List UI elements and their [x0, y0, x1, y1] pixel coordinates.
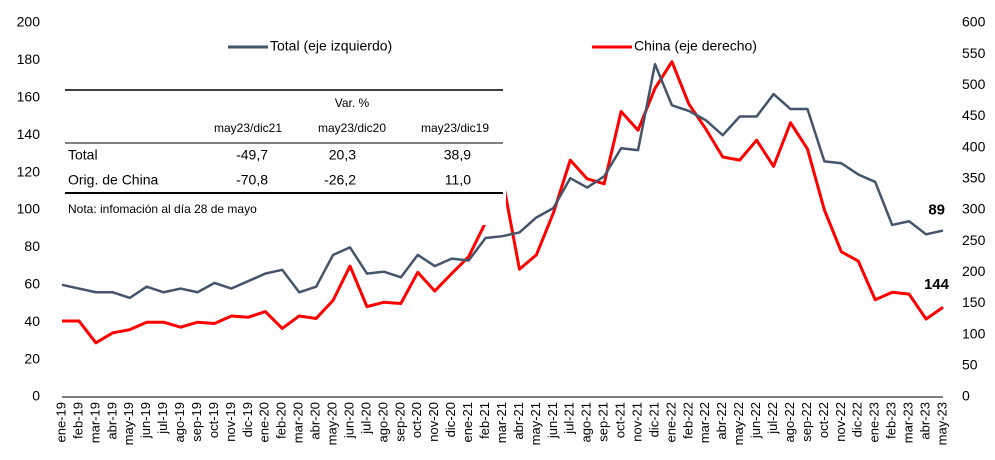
table-cell: Total — [68, 147, 98, 163]
x-tick-label: may-22 — [731, 402, 746, 445]
y2-tick-label: 600 — [962, 14, 986, 30]
legend-label: China (eje derecho) — [634, 38, 757, 54]
x-tick-label: abr-21 — [511, 402, 526, 440]
y2-tick-label: 100 — [962, 325, 986, 341]
y-tick-label: 0 — [32, 388, 40, 404]
y2-tick-label: 550 — [962, 45, 986, 61]
x-tick-label: oct-21 — [613, 402, 628, 438]
x-tick-label: jun-19 — [138, 402, 153, 439]
x-tick-label: may-21 — [528, 402, 543, 445]
x-tick-label: jun-22 — [748, 402, 763, 439]
x-tick-label: feb-23 — [884, 402, 899, 439]
x-tick-label: jun-20 — [341, 402, 356, 439]
table-column-header: may23/dic21 — [214, 121, 282, 135]
x-tick-label: mar-21 — [494, 402, 509, 443]
table-note: Nota: infomación al día 28 de mayo — [68, 202, 257, 216]
y-tick-label: 60 — [24, 276, 40, 292]
x-tick-label: dic-20 — [443, 402, 458, 437]
x-tick-label: oct-20 — [409, 402, 424, 438]
x-tick-label: sep-21 — [596, 402, 611, 442]
x-tick-label: dic-21 — [646, 402, 661, 437]
x-tick-label: mar-23 — [901, 402, 916, 443]
x-tick-label: nov-20 — [426, 402, 441, 442]
x-tick-label: mar-20 — [291, 402, 306, 443]
x-tick-label: jul-19 — [155, 402, 170, 435]
x-tick-label: ene-20 — [257, 402, 272, 442]
y-tick-label: 140 — [17, 126, 41, 142]
summary-table: Var. % may23/dic21 may23/dic20 may23/dic… — [63, 88, 506, 225]
x-tick-label: may-20 — [325, 402, 340, 445]
x-tick-label: jun-21 — [545, 402, 560, 439]
plot-area: 0 20 40 60 80 100 120 140 160 180 200 0 50 100 150 200 2… — [17, 14, 986, 446]
x-tick-label: jul-20 — [358, 402, 373, 435]
y2-tick-label: 200 — [962, 263, 986, 279]
y2-tick-label: 350 — [962, 170, 986, 186]
table-cell: -49,7 — [236, 147, 268, 163]
table-group-header: Var. % — [335, 96, 370, 110]
x-tick-label: may-19 — [121, 402, 136, 445]
y-tick-label: 120 — [17, 163, 41, 179]
x-tick-label: feb-21 — [477, 402, 492, 439]
table-cell: 11,0 — [445, 172, 471, 188]
x-tick-label: feb-20 — [274, 402, 289, 439]
y-tick-label: 20 — [24, 350, 40, 366]
x-tick-label: feb-19 — [70, 402, 85, 439]
x-tick-label: mar-19 — [87, 402, 102, 443]
x-tick-label: ene-19 — [53, 402, 68, 442]
y2-tick-label: 0 — [962, 388, 970, 404]
x-tick-label: jul-21 — [562, 402, 577, 435]
table-column-header: may23/dic20 — [318, 121, 386, 135]
x-tick-label: nov-22 — [833, 402, 848, 442]
y2-tick-label: 250 — [962, 232, 986, 248]
table-cell: -70,8 — [236, 172, 268, 188]
x-tick-label: nov-19 — [223, 402, 238, 442]
x-tick-label: may-23 — [934, 402, 949, 445]
y2-tick-label: 300 — [962, 201, 986, 217]
legend-label: Total (eje izquierdo) — [270, 38, 392, 54]
x-tick-label: dic-19 — [240, 402, 255, 437]
x-tick-label: jul-22 — [765, 402, 780, 435]
y2-tick-label: 450 — [962, 107, 986, 123]
x-tick-label: ene-22 — [663, 402, 678, 442]
y2-tick-label: 50 — [962, 357, 978, 373]
table-cell: -26,2 — [324, 172, 356, 188]
x-tick-label: abr-19 — [104, 402, 119, 440]
x-tick-label: abr-22 — [714, 402, 729, 440]
x-tick-label: mar-22 — [697, 402, 712, 443]
y2-tick-label: 400 — [962, 138, 986, 154]
table-cell: 20,3 — [329, 147, 356, 163]
x-tick-label: sep-19 — [189, 402, 204, 442]
y-tick-label: 180 — [17, 51, 41, 67]
table-column-header: may23/dic19 — [421, 121, 489, 135]
x-tick-label: ago-22 — [782, 402, 797, 442]
y2-tick-label: 500 — [962, 76, 986, 92]
x-tick-label: ago-19 — [172, 402, 187, 442]
x-tick-label: abr-23 — [917, 402, 932, 440]
series-line — [61, 62, 944, 300]
table-cell: Orig. de China — [68, 172, 158, 188]
y-tick-label: 100 — [17, 201, 41, 217]
x-tick-label: sep-20 — [392, 402, 407, 442]
table-background — [63, 88, 506, 225]
x-tick-label: dic-22 — [850, 402, 865, 437]
y-tick-label: 40 — [24, 313, 40, 329]
y2-tick-label: 150 — [962, 294, 986, 310]
x-tick-label: ene-21 — [460, 402, 475, 442]
data-label: 89 — [928, 202, 945, 219]
x-tick-label: feb-22 — [680, 402, 695, 439]
x-tick-label: sep-22 — [799, 402, 814, 442]
x-tick-label: ago-21 — [579, 402, 594, 442]
x-tick-label: oct-22 — [816, 402, 831, 438]
y-tick-label: 160 — [17, 89, 41, 105]
data-label: 144 — [924, 276, 950, 293]
x-tick-label: ene-23 — [867, 402, 882, 442]
table-cell: 38,9 — [444, 147, 471, 163]
x-tick-label: nov-21 — [629, 402, 644, 442]
y-tick-label: 80 — [24, 238, 40, 254]
x-tick-label: oct-19 — [206, 402, 221, 438]
x-tick-label: ago-20 — [375, 402, 390, 442]
y-tick-label: 200 — [17, 14, 41, 30]
x-tick-label: abr-20 — [308, 402, 323, 440]
